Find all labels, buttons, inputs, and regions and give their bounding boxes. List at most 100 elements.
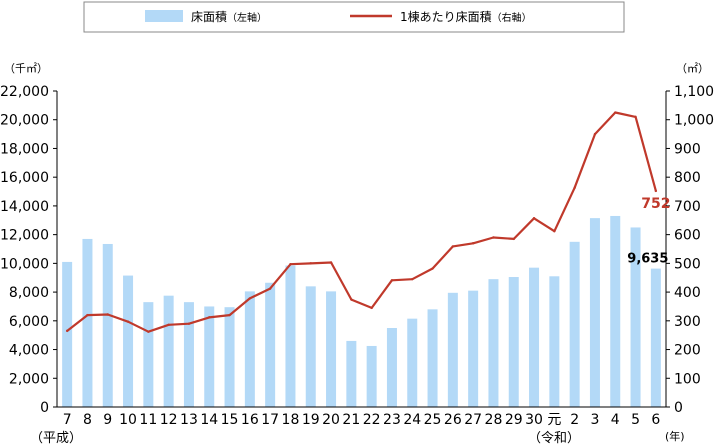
x-tick-label: 26 bbox=[444, 412, 462, 428]
bar bbox=[468, 290, 479, 407]
bar bbox=[123, 275, 134, 407]
line-point bbox=[65, 329, 69, 333]
line-point bbox=[370, 306, 373, 310]
bar bbox=[569, 241, 580, 407]
right-tick-label: 300 bbox=[674, 314, 701, 330]
right-axis-ticks: 0 100 200 300 400 500 600 700 800 900 1,000 1,100 bbox=[666, 84, 714, 416]
x-tick-label: 14 bbox=[200, 412, 218, 428]
line-point bbox=[228, 313, 231, 317]
bar bbox=[285, 265, 296, 407]
bar bbox=[62, 261, 73, 407]
legend-bar-axis: （左軸） bbox=[227, 11, 267, 24]
right-tick-label: 700 bbox=[674, 199, 701, 215]
x-axis-ticks: 7 8 9 10 11 12 13 14 15 16 17 18 19 20 21 22 23 24 25 26 27 2… bbox=[63, 412, 661, 428]
line-point bbox=[86, 313, 89, 317]
line-point bbox=[411, 277, 414, 281]
left-tick-label: 18,000 bbox=[0, 141, 49, 157]
line-point bbox=[329, 261, 333, 264]
line-point bbox=[431, 267, 434, 270]
bar bbox=[224, 307, 235, 407]
line-path bbox=[66, 111, 657, 333]
bar bbox=[650, 268, 661, 407]
bar bbox=[488, 279, 499, 407]
right-tick-label: 800 bbox=[674, 170, 701, 186]
bar bbox=[427, 309, 438, 407]
right-tick-label: 1,000 bbox=[674, 113, 714, 129]
left-tick-label: 16,000 bbox=[0, 170, 49, 186]
x-tick-label: 30 bbox=[525, 412, 543, 428]
bar-last-data-label: 9,635 bbox=[627, 252, 668, 267]
x-tick-label: 23 bbox=[383, 412, 401, 428]
x-axis-unit: (年) bbox=[665, 429, 685, 443]
x-tick-label: 3 bbox=[590, 412, 599, 428]
legend-line-label: 1棟あたり床面積（右軸） bbox=[400, 9, 532, 24]
left-tick-label: 20,000 bbox=[0, 113, 49, 129]
line-point bbox=[512, 237, 515, 241]
line-point bbox=[268, 287, 272, 290]
x-tick-label: 4 bbox=[611, 412, 620, 428]
bar bbox=[102, 243, 113, 407]
right-axis-unit: （㎡） bbox=[676, 62, 709, 75]
right-tick-label: 100 bbox=[674, 371, 701, 387]
bar bbox=[82, 238, 93, 407]
bar bbox=[529, 267, 540, 407]
right-tick-label: 0 bbox=[674, 400, 683, 416]
x-tick-label: 25 bbox=[424, 412, 442, 428]
left-tick-label: 8,000 bbox=[9, 285, 49, 301]
line-point bbox=[309, 262, 312, 265]
left-tick-label: 4,000 bbox=[9, 343, 49, 359]
bar bbox=[244, 291, 255, 407]
x-tick-label: 22 bbox=[363, 412, 381, 428]
left-axis-unit: （千㎡） bbox=[4, 62, 48, 75]
legend-line-axis: （右軸） bbox=[492, 11, 532, 24]
line-point bbox=[187, 322, 191, 325]
x-tick-label: 6 bbox=[651, 412, 660, 428]
x-tick-label: 17 bbox=[261, 412, 279, 428]
right-tick-label: 200 bbox=[674, 343, 701, 359]
era-label-reiwa: （令和） bbox=[528, 431, 580, 446]
x-tick-label: 10 bbox=[119, 412, 137, 428]
bar bbox=[183, 302, 194, 407]
line-point bbox=[350, 298, 353, 301]
right-tick-label: 900 bbox=[674, 141, 701, 157]
bar bbox=[326, 291, 337, 407]
line-point bbox=[471, 242, 475, 245]
x-tick-label: 5 bbox=[631, 412, 640, 428]
line-series bbox=[65, 111, 658, 333]
right-tick-label: 600 bbox=[674, 228, 701, 244]
x-tick-label: 2 bbox=[570, 412, 579, 428]
line-point bbox=[289, 263, 292, 266]
x-tick-label: 9 bbox=[103, 412, 112, 428]
era-label-heisei: （平成） bbox=[30, 431, 82, 446]
right-tick-label: 1,100 bbox=[674, 84, 714, 100]
x-tick-label: 29 bbox=[505, 412, 523, 428]
bar bbox=[163, 295, 174, 407]
bar bbox=[366, 345, 377, 407]
x-tick-label: 20 bbox=[322, 412, 340, 428]
line-point bbox=[492, 236, 495, 239]
x-tick-label: 24 bbox=[403, 412, 421, 428]
line-point bbox=[248, 297, 252, 300]
x-tick-label: 19 bbox=[302, 412, 320, 428]
legend-line-name: 1棟あたり床面積 bbox=[400, 9, 492, 24]
bar bbox=[549, 276, 560, 407]
x-tick-label: 16 bbox=[241, 412, 259, 428]
bar bbox=[346, 340, 357, 407]
bar bbox=[630, 227, 641, 407]
bar bbox=[386, 328, 397, 407]
line-last-data-label: 752 bbox=[641, 196, 670, 212]
legend-bar-swatch bbox=[145, 10, 183, 22]
x-tick-label: 7 bbox=[63, 412, 72, 428]
line-point bbox=[654, 189, 658, 193]
bar bbox=[508, 277, 519, 407]
bar bbox=[610, 215, 621, 407]
line-point bbox=[167, 323, 170, 327]
line-point bbox=[532, 217, 536, 220]
x-tick-label: 27 bbox=[464, 412, 482, 428]
right-tick-label: 400 bbox=[674, 285, 701, 301]
x-tick-label: 8 bbox=[83, 412, 92, 428]
x-tick-label: 11 bbox=[139, 412, 157, 428]
left-tick-label: 14,000 bbox=[0, 199, 49, 215]
line-point bbox=[208, 316, 211, 319]
right-tick-label: 500 bbox=[674, 256, 701, 272]
